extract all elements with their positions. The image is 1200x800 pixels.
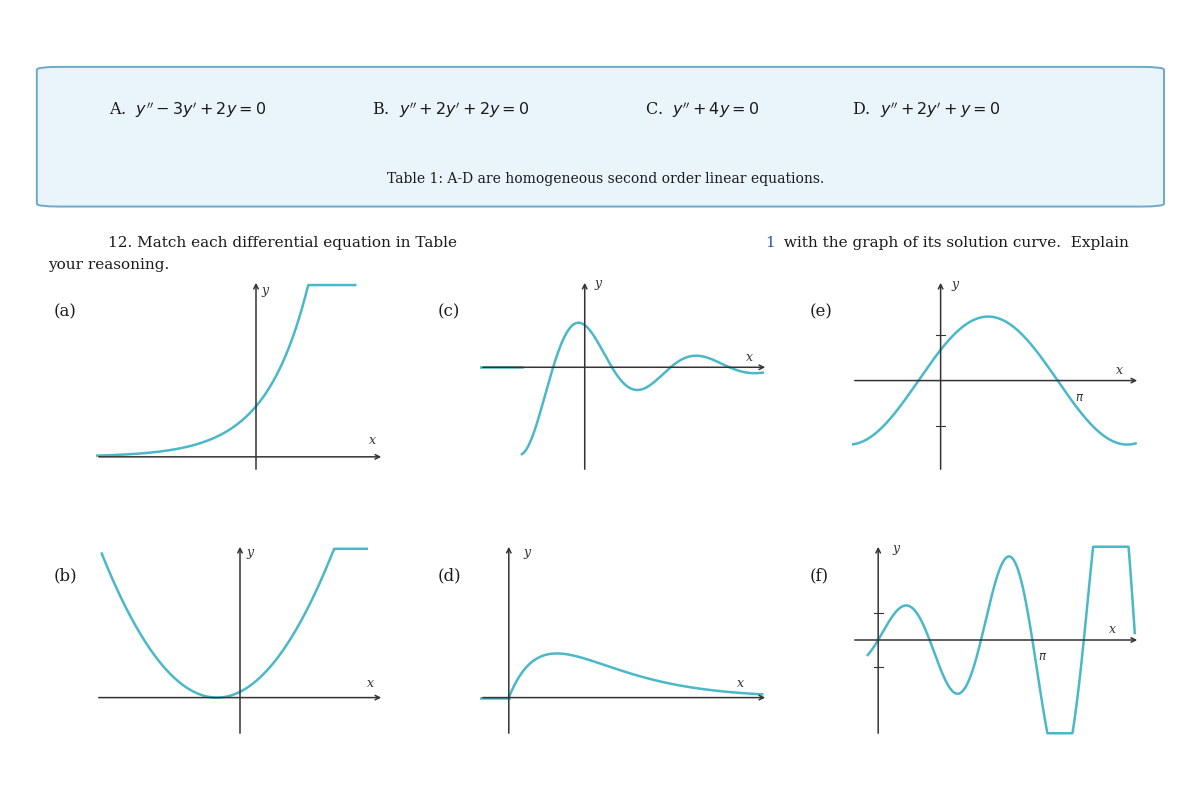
FancyBboxPatch shape <box>37 67 1164 206</box>
Text: with the graph of its solution curve.  Explain: with the graph of its solution curve. Ex… <box>779 236 1129 250</box>
Text: x: x <box>368 434 376 447</box>
Text: x: x <box>737 677 744 690</box>
Text: $\pi$: $\pi$ <box>1075 390 1085 404</box>
Text: x: x <box>367 677 373 690</box>
Text: C.  $y'' + 4y = 0$: C. $y'' + 4y = 0$ <box>646 100 760 120</box>
Text: y: y <box>246 546 253 559</box>
Text: (b): (b) <box>54 567 78 584</box>
Text: D.  $y'' + 2y' + y = 0$: D. $y'' + 2y' + y = 0$ <box>852 100 1000 120</box>
Text: (d): (d) <box>438 567 462 584</box>
Text: x: x <box>746 351 754 364</box>
Text: x: x <box>1109 623 1116 636</box>
Text: Table 1: A-D are homogeneous second order linear equations.: Table 1: A-D are homogeneous second orde… <box>388 172 824 186</box>
Text: B.  $y'' + 2y' + 2y = 0$: B. $y'' + 2y' + 2y = 0$ <box>372 100 529 120</box>
Text: (e): (e) <box>810 303 833 320</box>
Text: y: y <box>893 542 900 554</box>
Text: your reasoning.: your reasoning. <box>48 258 169 271</box>
Text: y: y <box>262 284 269 297</box>
Text: A.  $y'' - 3y' + 2y = 0$: A. $y'' - 3y' + 2y = 0$ <box>109 100 266 120</box>
Text: 12. Match each differential equation in Table: 12. Match each differential equation in … <box>108 236 462 250</box>
Text: y: y <box>523 546 530 559</box>
Text: $\pi$: $\pi$ <box>1038 650 1048 663</box>
Text: y: y <box>594 277 601 290</box>
Text: y: y <box>952 278 958 291</box>
Text: (c): (c) <box>438 303 461 320</box>
Text: x: x <box>1116 363 1123 377</box>
Text: (f): (f) <box>810 567 829 584</box>
Text: (a): (a) <box>54 303 77 320</box>
Text: 1: 1 <box>766 236 775 250</box>
